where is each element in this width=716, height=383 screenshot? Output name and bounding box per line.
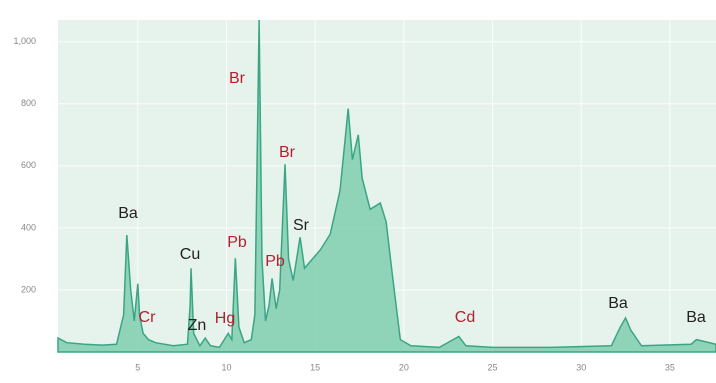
peak-label: Ba (686, 309, 706, 326)
peak-label: Br (229, 70, 246, 87)
peak-label: Pb (265, 253, 285, 270)
y-tick-label: 1,000 (13, 36, 36, 46)
y-tick-label: 600 (21, 160, 36, 170)
peak-label: Ba (608, 295, 628, 312)
x-tick-label: 10 (221, 362, 231, 372)
peak-label: Sr (293, 217, 310, 234)
y-tick-label: 400 (21, 222, 36, 232)
peak-label: Br (279, 144, 296, 161)
peak-label: Hg (215, 310, 235, 327)
x-tick-label: 15 (310, 362, 320, 372)
peak-label: Cr (139, 309, 157, 326)
x-tick-label: 35 (665, 362, 675, 372)
peak-label: Pb (227, 234, 247, 251)
peak-label: Zn (188, 317, 207, 334)
peak-label: Cd (455, 309, 475, 326)
y-tick-label: 800 (21, 98, 36, 108)
peak-label: Cu (180, 246, 200, 263)
peak-label: Ba (118, 205, 138, 222)
x-tick-label: 20 (399, 362, 409, 372)
x-tick-label: 5 (135, 362, 140, 372)
x-tick-label: 25 (488, 362, 498, 372)
y-tick-label: 200 (21, 284, 36, 294)
x-tick-label: 30 (576, 362, 586, 372)
spectrum-area (57, 19, 716, 353)
